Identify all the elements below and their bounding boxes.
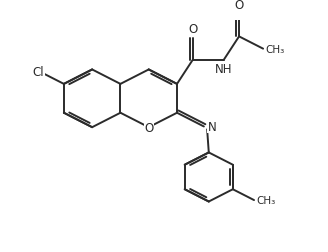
Text: NH: NH [215, 62, 232, 75]
Text: Cl: Cl [32, 66, 44, 79]
Text: CH₃: CH₃ [256, 195, 276, 205]
Text: O: O [188, 23, 197, 36]
Text: CH₃: CH₃ [266, 44, 285, 54]
Text: O: O [144, 121, 154, 134]
Text: N: N [208, 120, 216, 133]
Text: O: O [235, 0, 244, 12]
